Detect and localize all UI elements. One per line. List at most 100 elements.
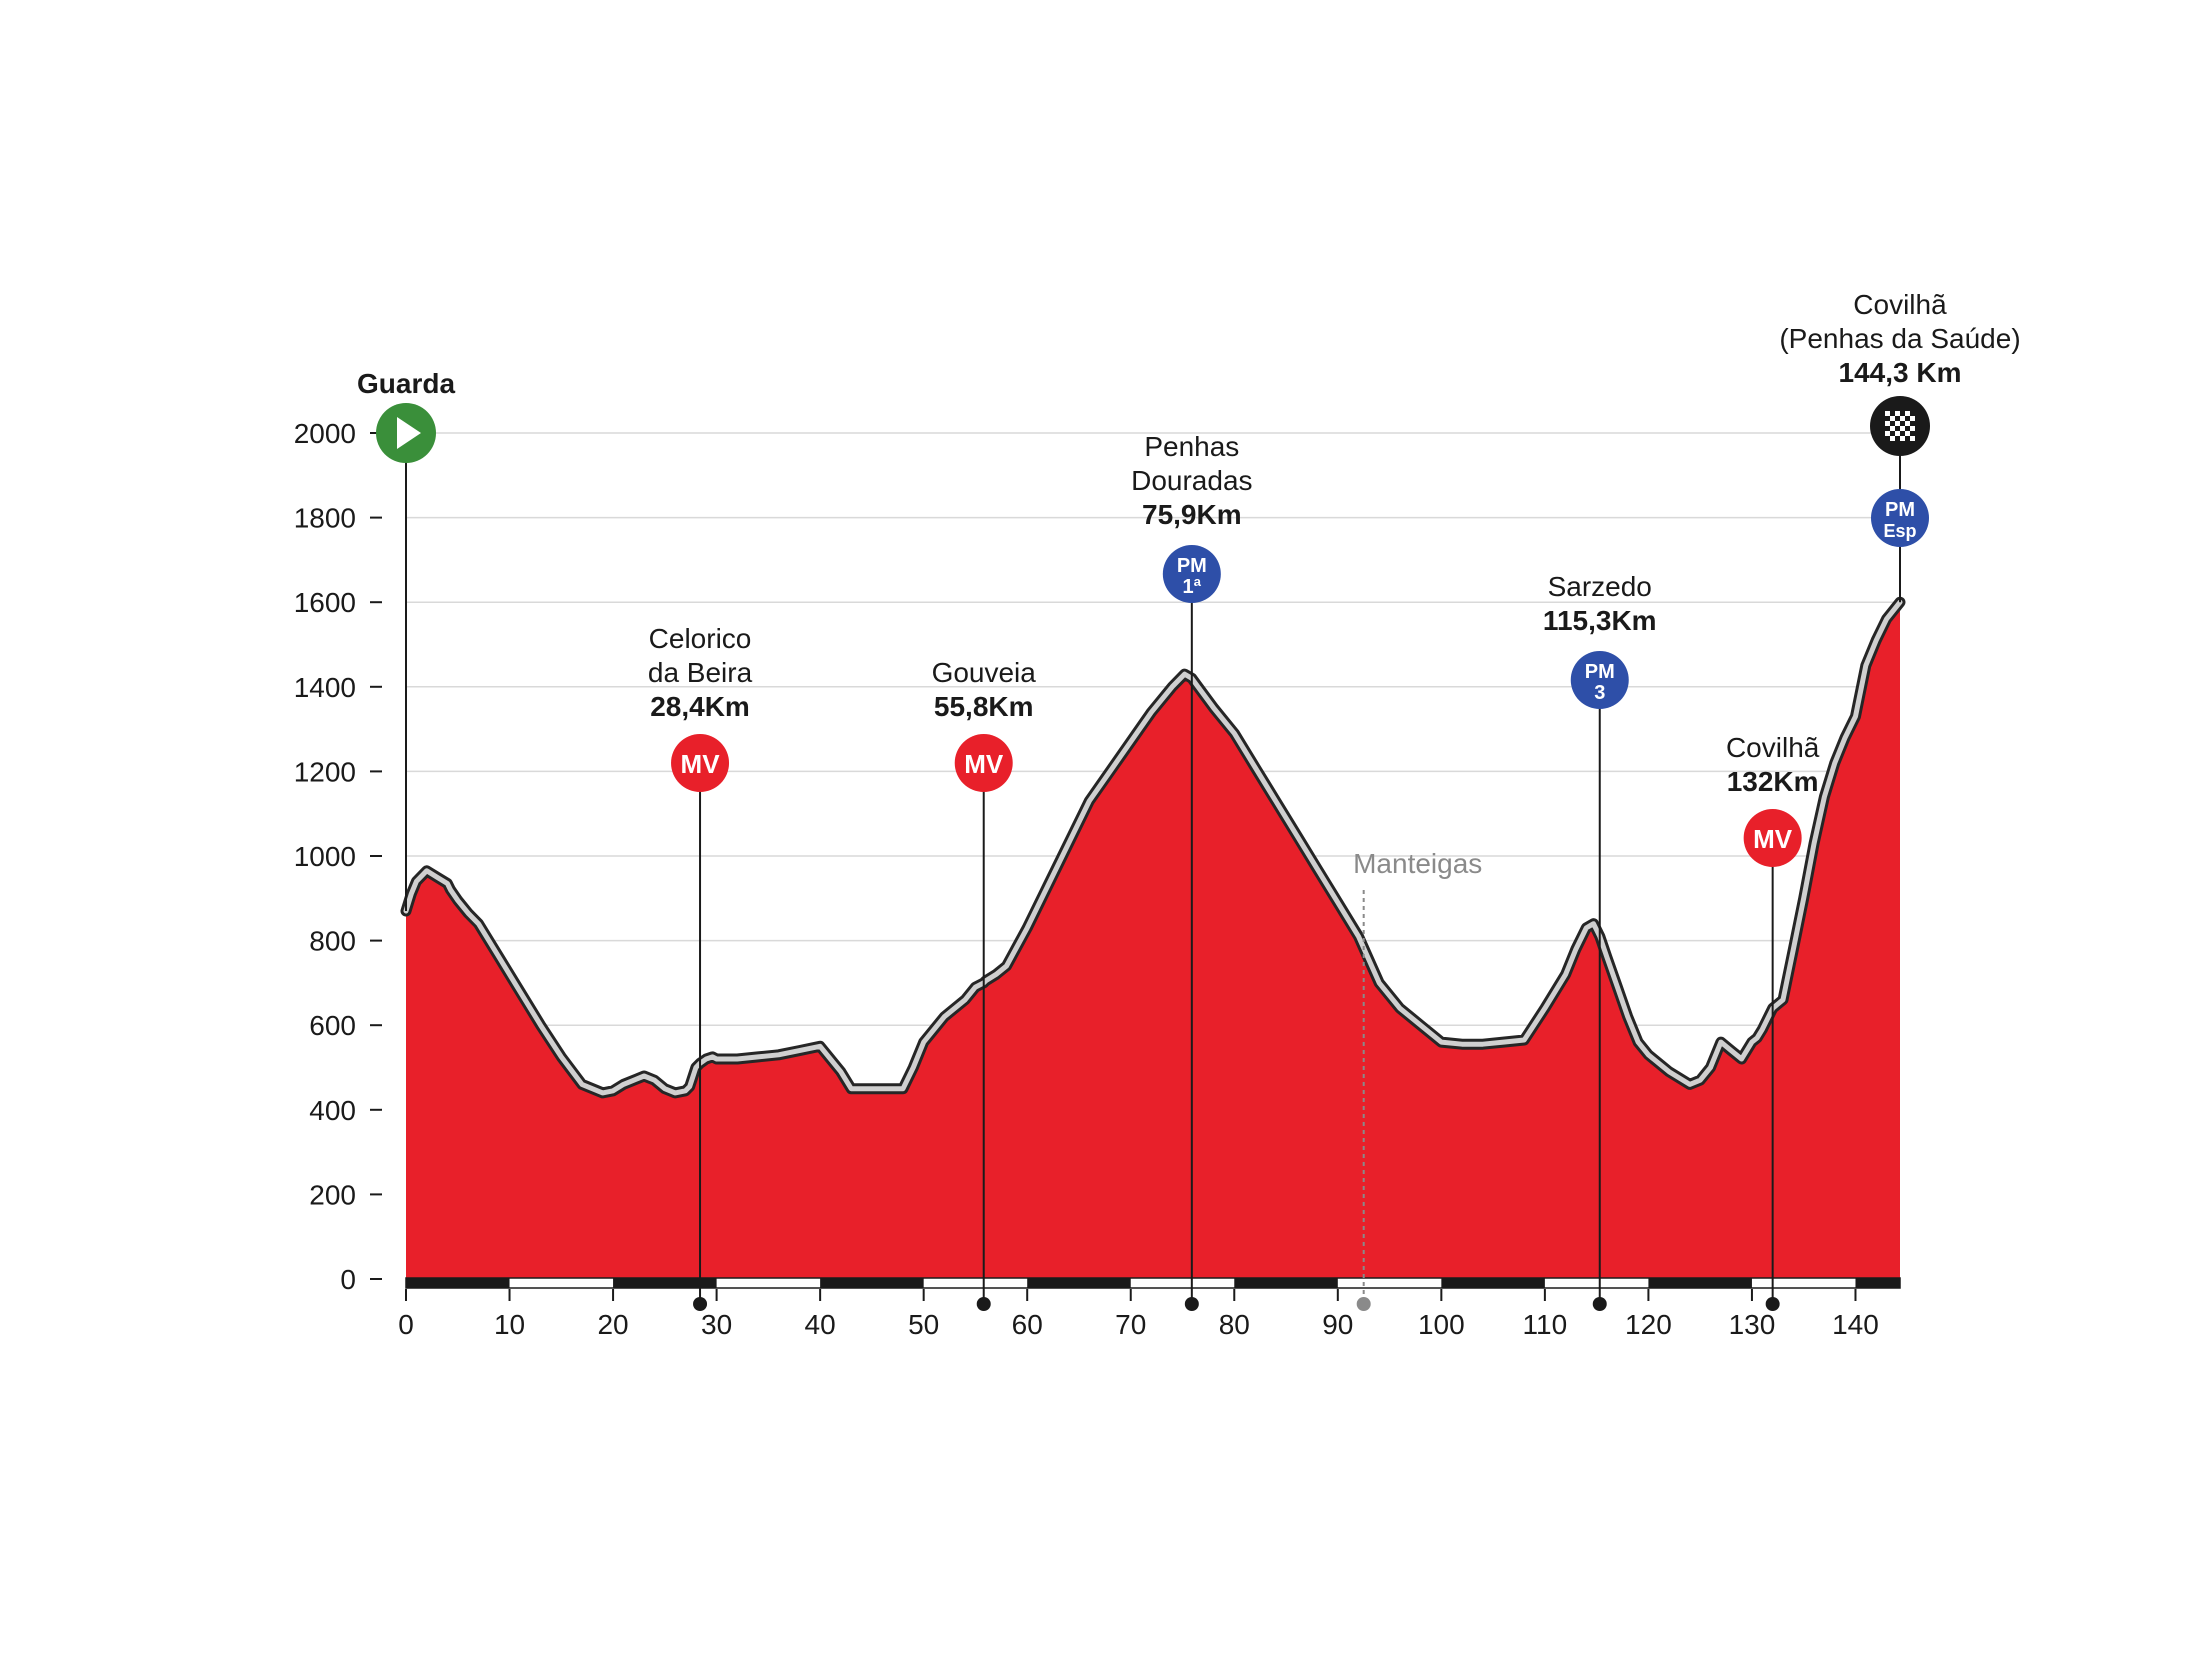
pm-badge-circle — [1570, 651, 1629, 709]
x-tick-label: 90 — [1322, 1309, 1353, 1340]
km-dot — [976, 1297, 991, 1311]
pm-name-label: Sarzedo — [1548, 571, 1652, 602]
checker-square — [1895, 431, 1900, 436]
checker-square — [1900, 431, 1905, 436]
y-tick-label: 1400 — [294, 672, 356, 703]
y-tick-label: 1600 — [294, 587, 356, 618]
checker-square — [1885, 436, 1890, 441]
mv-name-label: Celorico — [649, 623, 752, 654]
y-tick-label: 400 — [309, 1095, 356, 1126]
pm-name-label: Penhas — [1144, 431, 1239, 462]
ruler-segment — [1027, 1278, 1131, 1288]
pm-badge-circle — [1162, 545, 1221, 603]
checker-square — [1885, 416, 1890, 421]
mv-distance-label: 28,4Km — [650, 691, 750, 722]
mv-badge-text: MV — [964, 749, 1004, 779]
ruler-segment — [406, 1278, 510, 1288]
finish-name-label: Covilhã — [1853, 289, 1947, 320]
checker-square — [1890, 426, 1895, 431]
checker-square — [1890, 431, 1895, 436]
x-tick-label: 70 — [1115, 1309, 1146, 1340]
pm-badge-text: PM — [1885, 499, 1915, 521]
x-tick-label: 30 — [701, 1309, 732, 1340]
y-tick-label: 200 — [309, 1179, 356, 1210]
km-dot — [1184, 1297, 1199, 1311]
pm-distance-label: 115,3Km — [1543, 605, 1657, 636]
mv-badge-text: MV — [681, 749, 721, 779]
mv-badge: MV — [1743, 809, 1802, 867]
km-dot — [1592, 1297, 1607, 1311]
x-tick-label: 120 — [1625, 1309, 1672, 1340]
checker-square — [1890, 411, 1895, 416]
y-tick-label: 600 — [309, 1010, 356, 1041]
x-tick-label: 130 — [1729, 1309, 1776, 1340]
elevation-area — [406, 602, 1900, 1279]
y-tick-label: 800 — [309, 926, 356, 957]
x-tick-label: 60 — [1012, 1309, 1043, 1340]
checker-square — [1890, 436, 1895, 441]
checker-square — [1895, 411, 1900, 416]
checker-square — [1900, 416, 1905, 421]
mv-badge: MV — [954, 734, 1013, 792]
checker-square — [1905, 416, 1910, 421]
x-tick-label: 50 — [908, 1309, 939, 1340]
intermediate-dot — [1356, 1297, 1371, 1311]
x-tick-label: 100 — [1418, 1309, 1465, 1340]
checker-square — [1895, 416, 1900, 421]
checker-square — [1910, 421, 1915, 426]
pm-badge-category: 3 — [1594, 682, 1605, 704]
y-axis: 0 200 400 600 800 1000 1200 1400 1600 1800 2000 — [294, 418, 382, 1295]
ruler-segment — [613, 1278, 717, 1288]
ruler-segment — [820, 1278, 924, 1288]
checker-square — [1885, 431, 1890, 436]
elevation-outline-halo — [403, 599, 1903, 1096]
mv-badge-circle — [1743, 809, 1802, 867]
pm-distance-label: 75,9Km — [1142, 499, 1242, 530]
checker-square — [1885, 426, 1890, 431]
mv-badge-circle — [954, 734, 1013, 792]
pm-badge: PM3 — [1570, 651, 1629, 709]
pm-badge-category: Esp — [1883, 521, 1916, 541]
mv-badge-circle — [671, 734, 730, 792]
pm-badge-text: PM — [1177, 555, 1207, 577]
ruler-segment — [1234, 1278, 1338, 1288]
km-dot — [693, 1297, 708, 1311]
mv-name-label: Covilhã — [1726, 732, 1820, 763]
profile-area — [400, 596, 1906, 1279]
finish-badge — [1870, 396, 1930, 456]
intermediate-name-label: Manteigas — [1353, 848, 1482, 879]
checker-square — [1910, 411, 1915, 416]
pm-badge-category: 1ª — [1183, 576, 1202, 598]
mv-badge-text: MV — [1753, 824, 1793, 854]
mv-badge: MV — [671, 734, 730, 792]
checker-square — [1885, 421, 1890, 426]
finish-distance-label: 144,3 Km — [1839, 357, 1962, 388]
mv-distance-label: 132Km — [1727, 766, 1819, 797]
distance-ruler — [405, 1277, 1901, 1289]
x-tick-label: 20 — [597, 1309, 628, 1340]
checker-square — [1910, 431, 1915, 436]
checker-square — [1905, 436, 1910, 441]
pm-badge-text: PM — [1585, 661, 1615, 683]
checker-square — [1890, 416, 1895, 421]
start-name-label: Guarda — [357, 368, 455, 399]
ruler-segment — [1855, 1278, 1900, 1288]
start-badge — [376, 403, 436, 463]
checker-square — [1905, 426, 1910, 431]
checker-square — [1885, 411, 1890, 416]
y-tick-label: 2000 — [294, 418, 356, 449]
y-tick-label: 1000 — [294, 841, 356, 872]
checker-square — [1900, 426, 1905, 431]
y-tick-label: 1200 — [294, 756, 356, 787]
checker-square — [1895, 421, 1900, 426]
checker-square — [1905, 411, 1910, 416]
checker-square — [1900, 421, 1905, 426]
play-icon — [397, 417, 421, 449]
x-tick-label: 40 — [805, 1309, 836, 1340]
x-tick-label: 140 — [1832, 1309, 1879, 1340]
checker-square — [1890, 421, 1895, 426]
